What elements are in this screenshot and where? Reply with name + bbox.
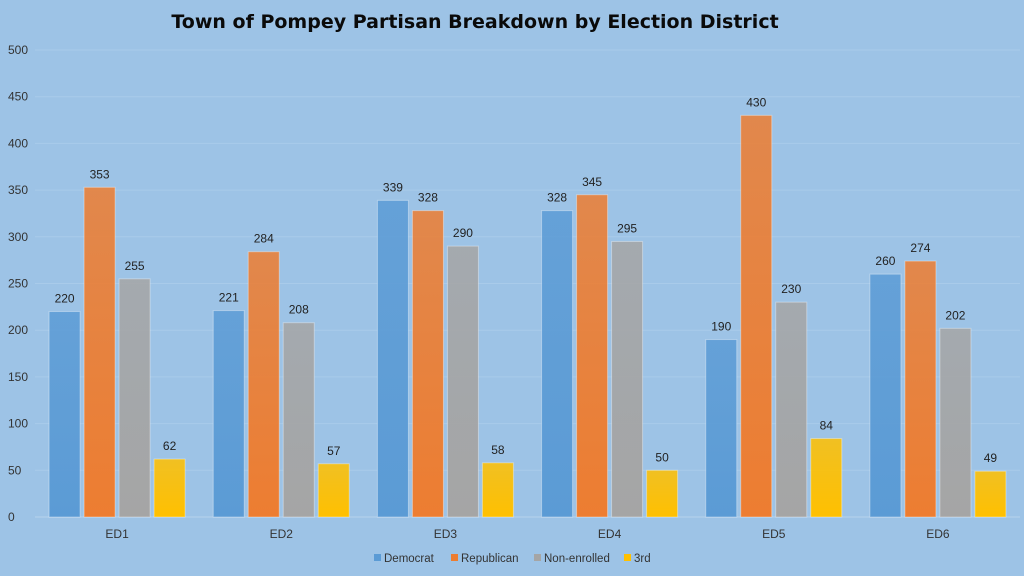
bar-3rd-ed2 (317, 463, 350, 518)
y-tick-label: 200 (8, 323, 28, 337)
bar-non-enrolled-ed1 (118, 278, 151, 518)
data-label: 290 (453, 226, 473, 240)
bar-democrat-ed5 (705, 339, 738, 518)
data-label: 295 (617, 221, 637, 235)
bar-democrat-ed2 (212, 310, 245, 518)
bar-non-enrolled-ed5 (775, 301, 808, 518)
legend-item-democrat: Democrat (374, 553, 435, 565)
data-label: 274 (910, 241, 930, 255)
data-label: 190 (711, 320, 731, 334)
data-label: 353 (90, 167, 110, 181)
legend-label: 3rd (634, 553, 651, 565)
y-tick-label: 500 (8, 43, 28, 57)
y-tick-label: 0 (8, 510, 15, 524)
data-label: 260 (875, 254, 895, 268)
bar-republican-ed5 (740, 114, 773, 518)
legend-swatch (451, 554, 458, 561)
legend-item-republican: Republican (451, 553, 519, 565)
data-label: 202 (945, 308, 965, 322)
bar-non-enrolled-ed2 (282, 322, 315, 518)
data-label: 49 (984, 451, 998, 465)
data-label: 345 (582, 175, 602, 189)
data-label: 84 (820, 419, 834, 433)
data-label: 50 (655, 450, 669, 464)
bar-republican-ed1 (83, 186, 116, 518)
bar-non-enrolled-ed6 (939, 327, 972, 518)
bar-3rd-ed3 (481, 462, 514, 518)
x-tick-label: ED4 (598, 527, 622, 541)
legend-swatch (374, 554, 381, 561)
bar-democrat-ed3 (376, 199, 409, 518)
legend-label: Non-enrolled (544, 553, 610, 565)
data-label: 220 (55, 292, 75, 306)
legend-item-non-enrolled: Non-enrolled (534, 553, 610, 565)
legend-item-3rd: 3rd (624, 553, 651, 565)
data-label: 208 (289, 303, 309, 317)
x-tick-label: ED6 (926, 527, 950, 541)
data-label: 58 (491, 443, 505, 457)
legend-swatch (534, 554, 541, 561)
y-tick-label: 350 (8, 183, 28, 197)
y-tick-label: 450 (8, 90, 28, 104)
data-label: 284 (254, 232, 274, 246)
bar-democrat-ed1 (48, 311, 81, 518)
legend-label: Democrat (384, 553, 435, 565)
x-tick-label: ED2 (270, 527, 294, 541)
bar-republican-ed4 (576, 194, 609, 518)
y-tick-label: 50 (8, 463, 22, 477)
y-tick-label: 100 (8, 417, 28, 431)
legend-swatch (624, 554, 631, 561)
data-label: 57 (327, 444, 341, 458)
bar-3rd-ed6 (974, 470, 1007, 518)
x-tick-label: ED5 (762, 527, 786, 541)
bar-democrat-ed4 (541, 210, 574, 518)
bar-republican-ed2 (247, 251, 280, 518)
bar-3rd-ed5 (810, 438, 843, 518)
chart-title: Town of Pompey Partisan Breakdown by Ele… (171, 11, 778, 33)
y-tick-label: 300 (8, 230, 28, 244)
data-label: 328 (418, 191, 438, 205)
data-label: 62 (163, 439, 177, 453)
x-tick-label: ED3 (434, 527, 458, 541)
y-tick-label: 250 (8, 277, 28, 291)
data-label: 328 (547, 191, 567, 205)
y-tick-label: 400 (8, 136, 28, 150)
data-label: 255 (125, 259, 145, 273)
bar-non-enrolled-ed3 (446, 245, 479, 518)
bar-3rd-ed1 (153, 458, 186, 518)
bar-republican-ed6 (904, 260, 937, 518)
y-tick-label: 150 (8, 370, 28, 384)
data-label: 230 (781, 282, 801, 296)
bar-democrat-ed6 (869, 273, 902, 518)
bar-3rd-ed4 (646, 469, 679, 518)
x-tick-label: ED1 (105, 527, 129, 541)
bar-republican-ed3 (411, 210, 444, 518)
data-label: 339 (383, 180, 403, 194)
data-label: 430 (746, 95, 766, 109)
legend-label: Republican (461, 553, 519, 565)
data-label: 221 (219, 291, 239, 305)
bar-non-enrolled-ed4 (611, 240, 644, 518)
